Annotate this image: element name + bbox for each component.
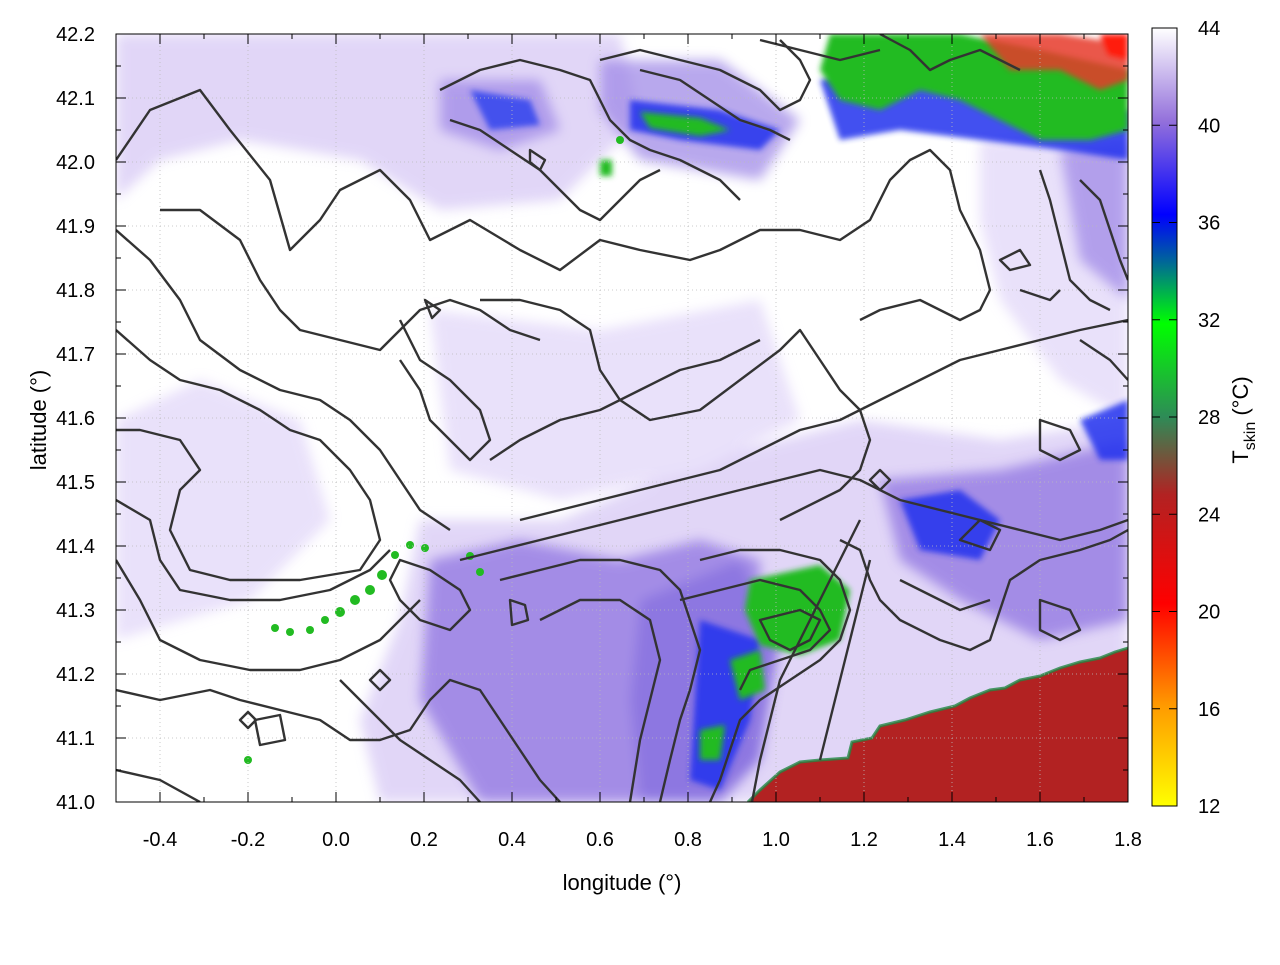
y-tick-label: 42.2: [56, 24, 95, 46]
x-tick-label: 0.6: [586, 829, 614, 851]
sea-region: [748, 648, 1128, 802]
colorbar-tick-label: 32: [1198, 310, 1220, 332]
y-axis: 41.0 41.1 41.2 41.3 41.4 41.5 41.6 41.7 41.8 41.9…: [56, 24, 1128, 814]
colorbar-tick-label: 16: [1198, 699, 1220, 721]
x-tick-label: 1.0: [762, 829, 790, 851]
y-tick-label: 41.1: [56, 728, 95, 750]
colorbar-title-sub: skin: [1242, 422, 1259, 450]
colorbar-tick-label: 24: [1198, 504, 1220, 526]
colorbar-tick-label: 28: [1198, 407, 1220, 429]
x-tick-label: 0.2: [410, 829, 438, 851]
y-tick-label: 41.7: [56, 344, 95, 366]
y-tick-label: 42.1: [56, 88, 95, 110]
x-tick-label: 1.6: [1026, 829, 1054, 851]
colorbar: 12 16 20 24 28 32 36 40 44 Tskin (°C): [1151, 18, 1259, 818]
x-tick-label: -0.4: [143, 829, 177, 851]
colorbar-title-unit: (°C): [1228, 376, 1253, 421]
y-tick-label: 41.6: [56, 408, 95, 430]
y-tick-label: 41.3: [56, 600, 95, 622]
y-tick-label: 41.8: [56, 280, 95, 302]
x-tick-label: 0.8: [674, 829, 702, 851]
red-patch-inland: [980, 34, 1128, 90]
x-axis-title: longitude (°): [563, 870, 682, 895]
y-axis-title: latitude (°): [26, 370, 51, 471]
x-tick-label: 1.4: [938, 829, 966, 851]
x-tick-label: 1.2: [850, 829, 878, 851]
colorbar-tick-label: 12: [1198, 796, 1220, 818]
temperature-field: [116, 34, 1128, 802]
x-axis: -0.4 -0.2 0.0 0.2 0.4 0.6 0.8 1.0 1.2 1.4 1.6 1.8: [115, 34, 1142, 851]
colorbar-tick-label: 36: [1198, 213, 1220, 235]
y-tick-label: 41.9: [56, 216, 95, 238]
y-tick-label: 41.5: [56, 472, 95, 494]
y-tick-label: 41.0: [56, 792, 95, 814]
y-tick-label: 41.2: [56, 664, 95, 686]
x-tick-label: 1.8: [1114, 829, 1142, 851]
x-tick-label: -0.2: [231, 829, 265, 851]
y-tick-label: 42.0: [56, 152, 95, 174]
colorbar-tick-label: 40: [1198, 115, 1220, 137]
coastline-edge: [746, 646, 1128, 802]
x-tick-label: 0.0: [322, 829, 350, 851]
elevation-contours: [116, 34, 1128, 802]
x-tick-label: 0.4: [498, 829, 526, 851]
colorbar-ticks: 12 16 20 24 28 32 36 40 44: [1152, 18, 1220, 818]
y-tick-label: 41.4: [56, 536, 95, 558]
colorbar-title: Tskin (°C): [1228, 376, 1259, 463]
coastal-speckles: [244, 136, 624, 764]
colorbar-tick-label: 20: [1198, 602, 1220, 624]
colorbar-title-main: T: [1228, 450, 1253, 463]
colorbar-tick-label: 44: [1198, 18, 1220, 40]
